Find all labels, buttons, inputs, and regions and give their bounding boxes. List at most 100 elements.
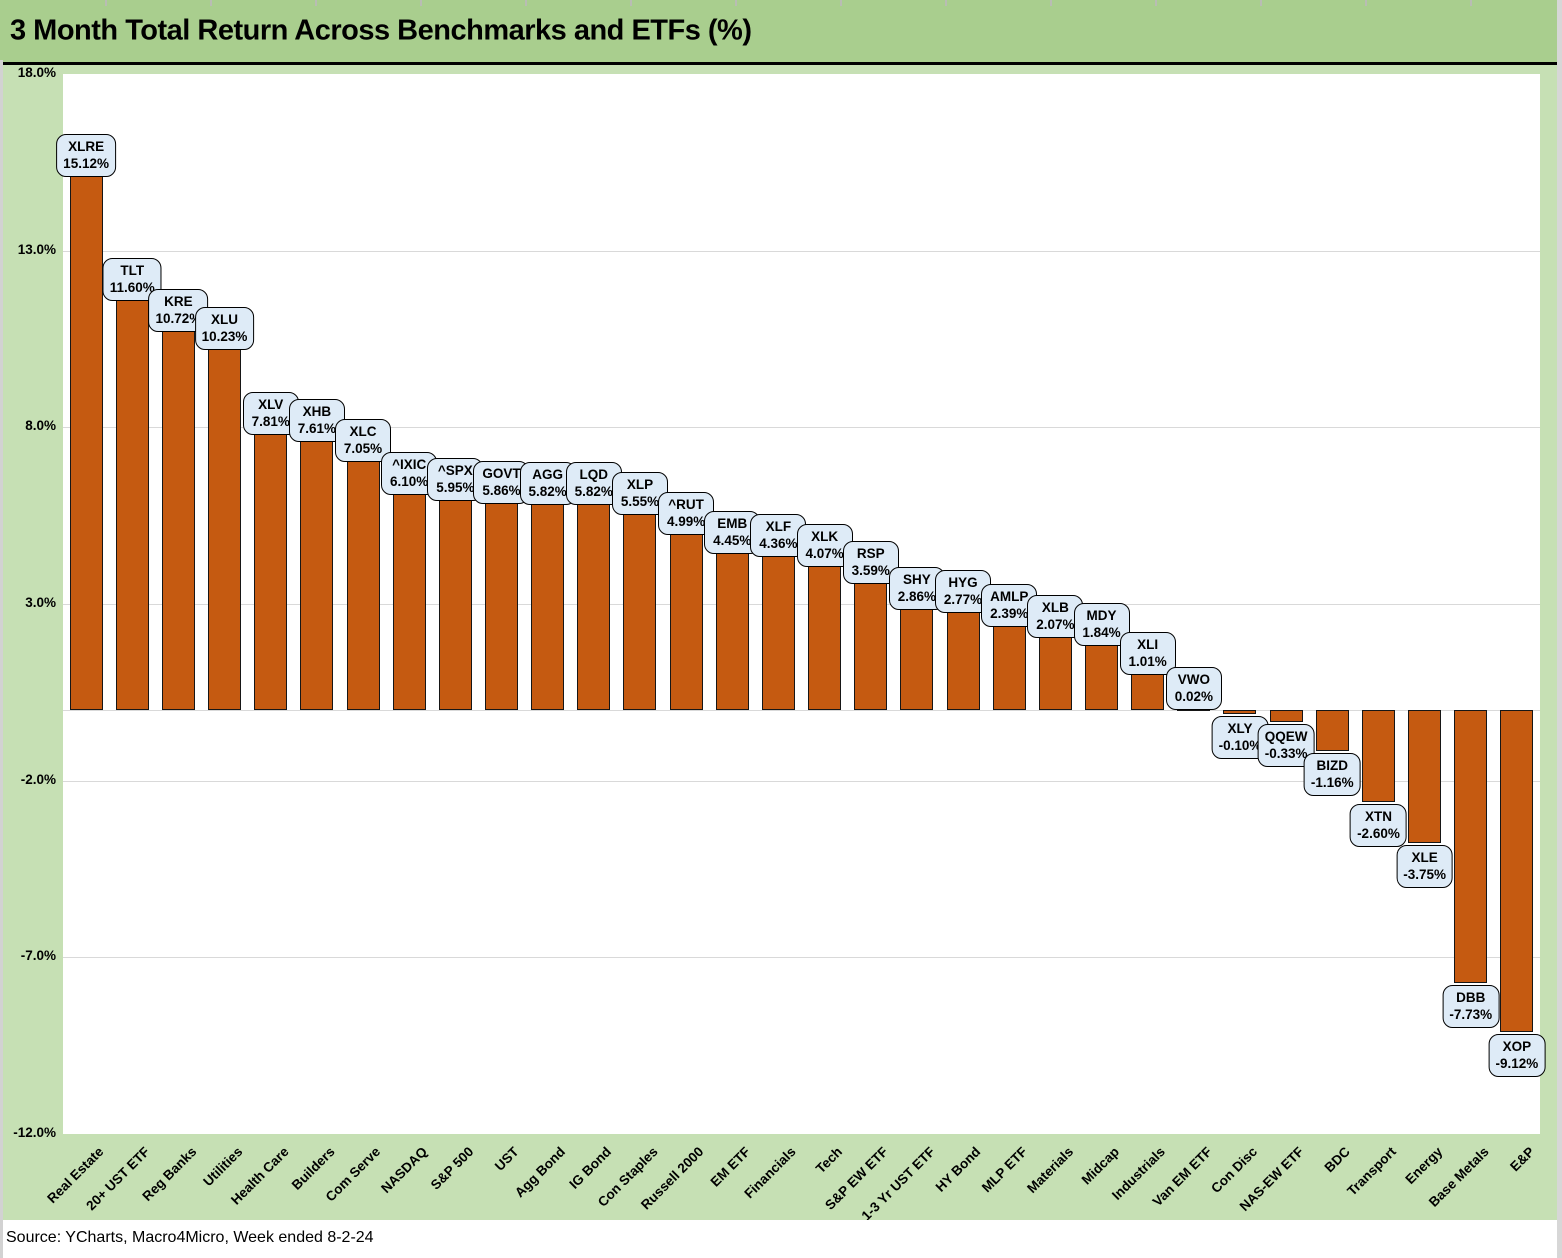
bar-mdy <box>1085 644 1119 710</box>
bar-kre <box>161 331 195 710</box>
data-label-amlp: AMLP 2.39% <box>981 583 1038 627</box>
data-label-ticker: XLY <box>1227 720 1253 736</box>
data-label-xlp: XLP 5.55% <box>611 471 668 515</box>
gridline-13 <box>63 250 1540 252</box>
data-label-ticker: VWO <box>1177 672 1210 688</box>
x-axis-label-agg-bond: Agg Bond <box>512 1144 569 1201</box>
x-axis-label-e-p: E&P <box>1507 1144 1538 1175</box>
y-axis-label-18-0: 18.0% <box>17 65 56 80</box>
bar-xtn <box>1361 710 1395 802</box>
data-label-ticker: ^SPX <box>437 462 473 478</box>
data-label-xhb: XHB 7.61% <box>288 399 345 443</box>
data-label-ticker: XLF <box>765 518 792 534</box>
data-label-ticker: KRE <box>164 294 193 310</box>
bar-xlre <box>69 175 103 710</box>
data-label-ticker: QQEW <box>1264 728 1308 744</box>
y-axis-label-8-0: 8.0% <box>25 418 56 434</box>
zero-axis-line <box>63 710 1540 711</box>
bar-tlt <box>115 300 149 710</box>
x-axis-label-mlp-etf: MLP ETF <box>978 1144 1030 1196</box>
column-border-tick <box>525 0 527 6</box>
data-label-ticker: TLT <box>120 263 145 279</box>
data-label-value: -3.75% <box>1403 866 1446 882</box>
data-label-ticker: BIZD <box>1316 757 1349 773</box>
column-border-tick <box>1155 0 1157 6</box>
data-label-xlc: XLC 7.05% <box>335 418 392 462</box>
column-border-tick <box>735 0 737 6</box>
x-axis-label-materials: Materials <box>1023 1144 1076 1196</box>
data-label-xle: XLE -3.75% <box>1396 844 1453 888</box>
data-label-value: 5.82% <box>574 484 613 500</box>
data-label-hyg: HYG 2.77% <box>935 570 992 614</box>
data-label-value: -7.73% <box>1449 1007 1493 1023</box>
bar-rsp <box>854 583 888 710</box>
chart-title-bar: 3 Month Total Return Across Benchmarks a… <box>0 0 1562 65</box>
x-axis-label-tech: Tech <box>813 1144 846 1177</box>
data-label-value: 15.12% <box>63 155 109 171</box>
gridline-8 <box>63 427 1540 429</box>
data-label-value: 11.60% <box>109 280 155 296</box>
data-label-ticker: XLI <box>1137 637 1159 653</box>
data-label-value: -0.33% <box>1264 745 1308 761</box>
bar-ixic <box>392 494 426 710</box>
y-axis-label-12-0: -12.0% <box>13 1125 56 1140</box>
data-label-value: 2.86% <box>897 588 937 604</box>
bar-agg <box>531 504 565 710</box>
bar-shy <box>900 608 934 710</box>
x-axis-label-bdc: BDC <box>1321 1144 1353 1176</box>
data-label-xtn: XTN -2.60% <box>1350 803 1407 847</box>
data-label-value: 5.86% <box>482 482 521 498</box>
bar-emb <box>715 552 749 710</box>
source-footer: Source: YCharts, Macro4Micro, Week ended… <box>0 1220 1562 1258</box>
bar-xop <box>1500 710 1534 1033</box>
x-axis-label-em-etf: EM ETF <box>707 1144 753 1190</box>
bar-govt <box>484 502 518 710</box>
column-border-tick <box>1260 0 1262 6</box>
x-axis-label-transport: Transport <box>1344 1144 1400 1199</box>
column-border-tick <box>105 0 107 6</box>
bar-rut <box>669 533 703 710</box>
column-border-tick <box>1470 0 1472 6</box>
data-label-ticker: RSP <box>856 546 885 562</box>
data-label-ticker: XLB <box>1041 599 1069 615</box>
data-label-vwo: VWO 0.02% <box>1165 667 1222 711</box>
bar-xli <box>1131 674 1165 710</box>
data-label-ticker: GOVT <box>482 465 521 481</box>
source-text: Source: YCharts, Macro4Micro, Week ended… <box>6 1229 374 1246</box>
data-label-ticker: XLRE <box>68 138 105 154</box>
data-label-value: 2.77% <box>943 592 983 608</box>
x-axis-label-ig-bond: IG Bond <box>566 1144 615 1192</box>
window-edge-right <box>1557 0 1562 1258</box>
data-label-xli: XLI 1.01% <box>1119 632 1176 676</box>
data-label-value: 4.07% <box>805 546 844 562</box>
chart-title: 3 Month Total Return Across Benchmarks a… <box>10 14 752 47</box>
data-label-value: 7.61% <box>297 421 336 437</box>
data-label-ticker: XLC <box>349 423 377 439</box>
chart-area: 18.0% 13.0% 8.0% 3.0% -2.0% -7.0% -12.0% XLRE 15… <box>0 65 1562 1223</box>
data-label-xlre: XLRE 15.12% <box>56 133 116 177</box>
data-label-ticker: EMB <box>717 515 748 531</box>
data-label-ticker: AMLP <box>990 588 1029 604</box>
bar-xlf <box>761 555 795 710</box>
column-border-tick <box>420 0 422 6</box>
data-label-value: 5.95% <box>436 479 475 495</box>
bar-xle <box>1408 710 1442 843</box>
data-label-bizd: BIZD -1.16% <box>1303 752 1361 796</box>
gridline-3 <box>63 604 1540 605</box>
column-border-tick <box>630 0 632 6</box>
data-label-value: 10.72% <box>155 311 202 327</box>
data-label-value: -9.12% <box>1495 1056 1539 1072</box>
data-label-rut: ^RUT 4.99% <box>658 491 715 535</box>
window-edge-left <box>0 60 3 1258</box>
data-label-value: 7.05% <box>343 440 383 456</box>
bar-dbb <box>1454 710 1488 984</box>
bar-xlb <box>1038 636 1072 710</box>
data-label-value: 1.01% <box>1128 654 1167 670</box>
x-axis-label-hy-bond: HY Bond <box>932 1144 984 1195</box>
data-label-ticker: SHY <box>903 571 931 587</box>
column-border-tick <box>1365 0 1367 6</box>
data-label-ticker: XLU <box>211 311 239 327</box>
column-border-tick <box>840 0 842 6</box>
data-label-ticker: XLE <box>1411 849 1438 865</box>
x-axis-label-energy: Energy <box>1402 1144 1446 1187</box>
